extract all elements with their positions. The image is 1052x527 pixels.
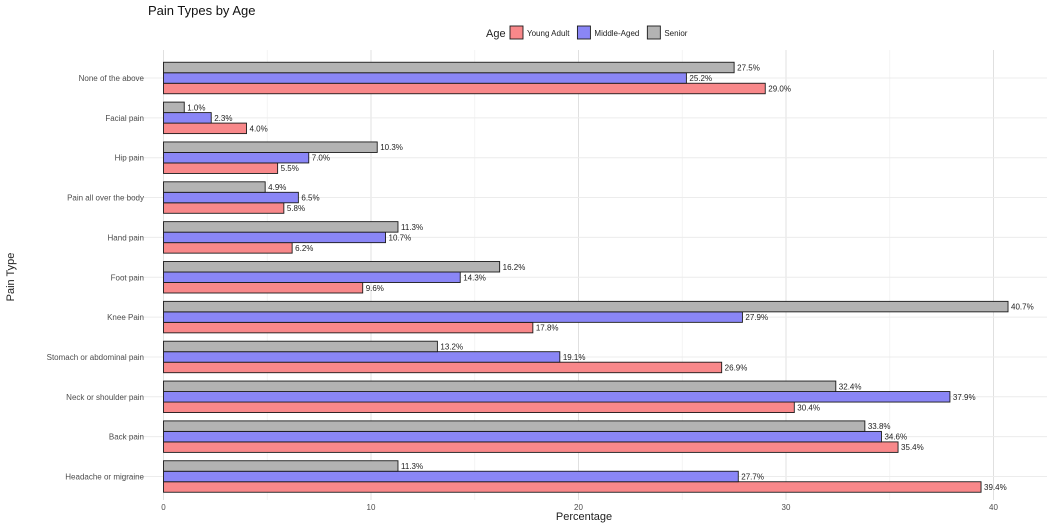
bar-senior <box>163 261 501 273</box>
y-tick-label: Facial pain <box>105 114 144 123</box>
bar-young-adult <box>163 82 766 95</box>
bar-value-label: 37.9% <box>953 393 976 402</box>
bar-senior <box>163 101 185 114</box>
bar-middle-aged <box>163 72 687 84</box>
x-tick-label: 30 <box>782 503 791 512</box>
y-tick-label: Hip pain <box>115 154 144 163</box>
bar-young-adult <box>163 242 293 254</box>
y-tick-label: None of the above <box>79 74 145 83</box>
bar-young-adult <box>163 481 982 493</box>
bar-value-label: 6.5% <box>301 194 319 203</box>
x-tick-label: 0 <box>161 503 166 512</box>
bar-senior <box>163 181 266 193</box>
bar-young-adult <box>163 321 534 334</box>
bar-value-label: 40.7% <box>1011 303 1034 312</box>
bar-young-adult <box>163 441 899 453</box>
bar-middle-aged <box>163 311 743 323</box>
bar-value-label: 19.1% <box>563 353 586 362</box>
legend: Age Young Adult Middle-Aged Senior <box>486 25 688 40</box>
bar-young-adult <box>163 361 723 374</box>
bar-middle-aged <box>163 391 951 403</box>
bar-value-label: 5.8% <box>287 204 305 213</box>
bar-value-label: 25.2% <box>689 74 712 83</box>
bar-value-label: 17.8% <box>536 324 559 333</box>
legend-key-young-adult <box>509 25 524 40</box>
bar-young-adult <box>163 282 364 294</box>
bar-young-adult <box>163 162 279 174</box>
legend-key-middle-aged <box>576 25 591 40</box>
y-tick-label: Back pain <box>109 433 144 442</box>
bar-labels: 29.0% 25.2% 27.5% 4.0% 2.3% 1.0% 5.5% 7.0% 10.3%… <box>187 64 1033 493</box>
bar-value-label: 1.0% <box>187 103 205 112</box>
bar-value-label: 5.5% <box>281 164 299 173</box>
bar-middle-aged <box>163 271 461 283</box>
x-tick-label: 20 <box>574 503 583 512</box>
bar-value-label: 10.7% <box>389 233 412 242</box>
bar-senior <box>163 460 399 472</box>
bar-middle-aged <box>163 191 299 204</box>
bar-young-adult <box>163 401 795 413</box>
legend-label: Middle-Aged <box>594 29 639 38</box>
bar-senior <box>163 300 1009 313</box>
bar-value-label: 9.6% <box>366 284 384 293</box>
bar-middle-aged <box>163 470 739 483</box>
y-tick-label: Stomach or abdominal pain <box>47 353 144 362</box>
legend-title: Age <box>486 28 506 40</box>
x-tick-label: 10 <box>367 503 376 512</box>
y-axis-tick-labels: None of the above Facial pain Hip pain Pain… <box>47 74 145 482</box>
bar-value-label: 11.3% <box>401 223 423 232</box>
y-axis-title: Pain Type <box>5 253 17 302</box>
bar-senior <box>163 420 866 432</box>
bar-value-label: 4.9% <box>268 183 286 192</box>
bar-middle-aged <box>163 231 386 244</box>
bar-value-label: 11.3% <box>401 462 423 471</box>
y-tick-label: Hand pain <box>108 233 144 242</box>
bar-value-label: 16.2% <box>503 263 526 272</box>
y-tick-label: Headache or migraine <box>65 473 144 482</box>
bar-value-label: 10.3% <box>380 143 403 152</box>
y-tick-label: Pain all over the body <box>67 194 144 203</box>
bar-senior <box>163 61 735 74</box>
bar-value-label: 7.0% <box>312 154 330 163</box>
x-axis-title: Percentage <box>556 511 612 523</box>
bar-value-label: 34.6% <box>884 433 907 442</box>
bar-senior <box>163 380 837 392</box>
bar-middle-aged <box>163 351 561 363</box>
bar-value-label: 39.4% <box>984 483 1007 492</box>
bar-young-adult <box>163 122 247 135</box>
bar-value-label: 32.4% <box>839 382 862 391</box>
x-tick-label: 40 <box>989 503 998 512</box>
bar-value-label: 2.3% <box>214 114 232 123</box>
bar-value-label: 26.9% <box>725 363 748 372</box>
bar-senior <box>163 221 399 233</box>
legend-key-senior <box>646 25 661 40</box>
legend-label: Senior <box>664 29 687 38</box>
bars <box>163 61 1009 493</box>
bar-value-label: 4.0% <box>250 124 268 133</box>
bar-value-label: 33.8% <box>868 422 891 431</box>
bar-middle-aged <box>163 430 882 443</box>
chart-title: Pain Types by Age <box>148 3 255 18</box>
bar-value-label: 14.3% <box>463 273 486 282</box>
legend-label: Young Adult <box>527 29 570 38</box>
bar-value-label: 27.9% <box>745 313 768 322</box>
bar-value-label: 30.4% <box>797 403 820 412</box>
y-tick-label: Knee Pain <box>107 313 144 322</box>
bar-senior <box>163 340 438 353</box>
y-tick-label: Neck or shoulder pain <box>66 393 144 402</box>
bar-middle-aged <box>163 151 310 164</box>
bar-value-label: 27.7% <box>741 473 764 482</box>
bar-value-label: 6.2% <box>295 244 313 253</box>
bar-senior <box>163 141 378 153</box>
bar-value-label: 13.2% <box>440 342 463 351</box>
y-tick-label: Foot pain <box>111 273 144 282</box>
bar-value-label: 35.4% <box>901 443 924 452</box>
x-axis-tick-labels: 0 10 20 30 40 <box>161 503 998 512</box>
bar-young-adult <box>163 202 285 214</box>
bar-value-label: 27.5% <box>737 64 760 73</box>
bar-value-label: 29.0% <box>768 85 791 94</box>
bar-middle-aged <box>163 112 212 124</box>
